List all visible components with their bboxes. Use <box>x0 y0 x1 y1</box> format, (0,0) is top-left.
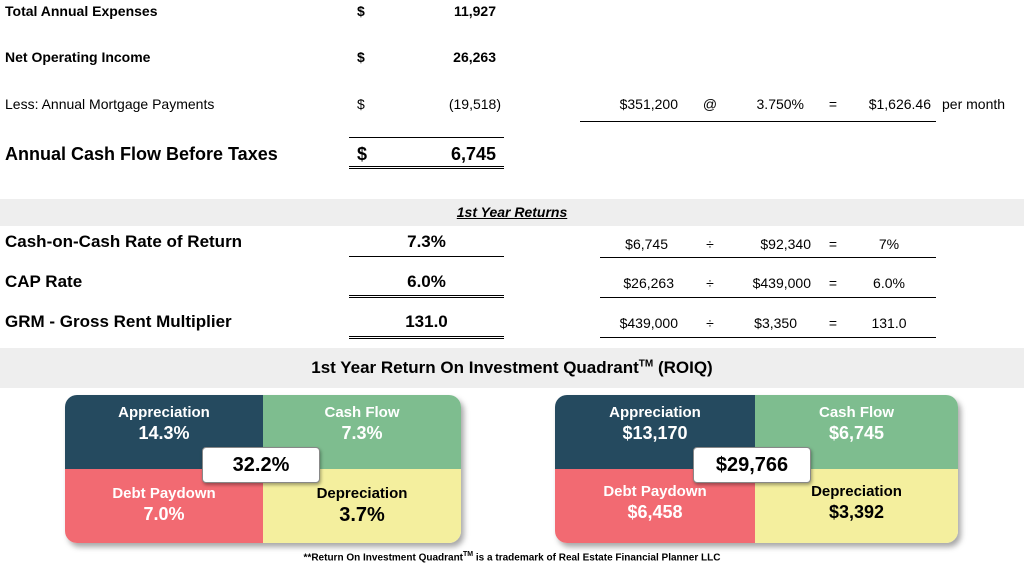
appreciation-value: $13,170 <box>622 423 688 443</box>
cash-flow-label: Cash Flow <box>818 404 894 421</box>
expenses-label: Total Annual Expenses <box>5 3 158 19</box>
depreciation-label: Depreciation <box>811 483 902 500</box>
noi-label: Net Operating Income <box>5 49 151 65</box>
debt-paydown-value: $6,458 <box>627 502 683 522</box>
cap-label: CAP Rate <box>5 272 83 291</box>
depreciation-label: Depreciation <box>316 485 408 502</box>
depreciation-value: $3,392 <box>828 502 885 522</box>
equals-sign: = <box>828 315 838 331</box>
divide-sign: ÷ <box>706 315 714 331</box>
coc-value: 7.3% <box>407 232 446 251</box>
grm-label: GRM - Gross Rent Multiplier <box>5 312 232 331</box>
coc-numerator: $6,745 <box>625 236 668 252</box>
grm-value: 131.0 <box>405 312 448 331</box>
at-symbol: @ <box>702 96 718 112</box>
roiq-title-text: 1st Year Return On Investment Quadrant <box>311 358 639 377</box>
mortgage-calc-underline <box>580 121 936 122</box>
appreciation-value: 14.3% <box>138 423 190 443</box>
equals-sign: = <box>828 96 838 112</box>
roiq-percent-total: 32.2% <box>202 447 320 483</box>
cash-flow-value: 7.3% <box>341 423 383 443</box>
cap-calc-underline <box>600 297 936 298</box>
quadrant-appreciation: Appreciation $13,170 <box>555 395 755 469</box>
returns-heading: 1st Year Returns <box>456 204 568 220</box>
footnote-suffix: is a trademark of Real Estate Financial … <box>473 552 721 564</box>
roiq-title-tm: TM <box>638 358 654 370</box>
depreciation-value: 3.7% <box>339 504 385 526</box>
grm-calc-underline <box>600 337 936 338</box>
cashflow-currency: $ <box>357 144 368 164</box>
cashflow-top-rule <box>349 137 504 138</box>
appreciation-label: Appreciation <box>609 404 701 421</box>
equals-sign: = <box>828 236 838 252</box>
mortgage-currency: $ <box>357 96 365 112</box>
coc-denominator: $92,340 <box>760 236 811 252</box>
cap-denominator: $439,000 <box>752 275 811 291</box>
cap-numerator: $26,263 <box>623 275 674 291</box>
mortgage-rate: 3.750% <box>756 96 804 112</box>
roiq-header-band <box>0 348 1024 388</box>
noi-value: 26,263 <box>453 49 496 65</box>
trademark-footnote: **Return On Investment QuadrantTM is a t… <box>0 551 1024 563</box>
cash-flow-value: $6,745 <box>828 423 885 443</box>
grm-double-rule <box>349 336 504 339</box>
payment-period: per month <box>942 96 1006 112</box>
roiq-percent-quadrant: Appreciation 14.3% Cash Flow 7.3% Debt P… <box>65 395 461 543</box>
coc-calc-underline <box>600 257 936 258</box>
cap-result: 6.0% <box>873 275 905 291</box>
footnote-prefix: **Return On Investment Quadrant <box>303 552 464 564</box>
mortgage-value: (19,518) <box>448 96 501 112</box>
divide-sign: ÷ <box>706 236 714 252</box>
cashflow-double-rule <box>349 166 504 169</box>
expenses-value: 11,927 <box>453 3 496 19</box>
coc-label: Cash-on-Cash Rate of Return <box>5 232 243 251</box>
cashflow-value: 6,745 <box>450 144 496 164</box>
roiq-title: 1st Year Return On Investment QuadrantTM… <box>0 358 1024 378</box>
coc-result: 7% <box>878 236 900 252</box>
expenses-currency: $ <box>357 3 365 19</box>
cap-value: 6.0% <box>407 272 446 291</box>
debt-paydown-value: 7.0% <box>143 504 185 524</box>
roiq-title-suffix: (ROIQ) <box>657 358 713 377</box>
quadrant-debt-paydown: Debt Paydown 7.0% <box>65 469 263 543</box>
equals-sign: = <box>828 275 838 291</box>
monthly-payment: $1,626.46 <box>868 96 931 112</box>
cash-flow-label: Cash Flow <box>324 404 400 421</box>
roiq-dollar-total: $29,766 <box>693 447 811 483</box>
grm-denominator: $3,350 <box>754 315 797 331</box>
coc-underline <box>349 256 504 257</box>
appreciation-label: Appreciation <box>118 404 210 421</box>
cashflow-label: Annual Cash Flow Before Taxes <box>5 144 278 164</box>
returns-header-band <box>0 199 1024 226</box>
debt-paydown-label: Debt Paydown <box>603 483 707 500</box>
mortgage-principal: $351,200 <box>619 96 678 112</box>
mortgage-label: Less: Annual Mortgage Payments <box>5 96 215 112</box>
grm-numerator: $439,000 <box>619 315 678 331</box>
debt-paydown-label: Debt Paydown <box>112 485 216 502</box>
footnote-tm: TM <box>463 551 474 558</box>
grm-result: 131.0 <box>871 315 907 331</box>
cap-double-rule <box>349 295 504 298</box>
divide-sign: ÷ <box>706 275 714 291</box>
noi-currency: $ <box>357 49 365 65</box>
